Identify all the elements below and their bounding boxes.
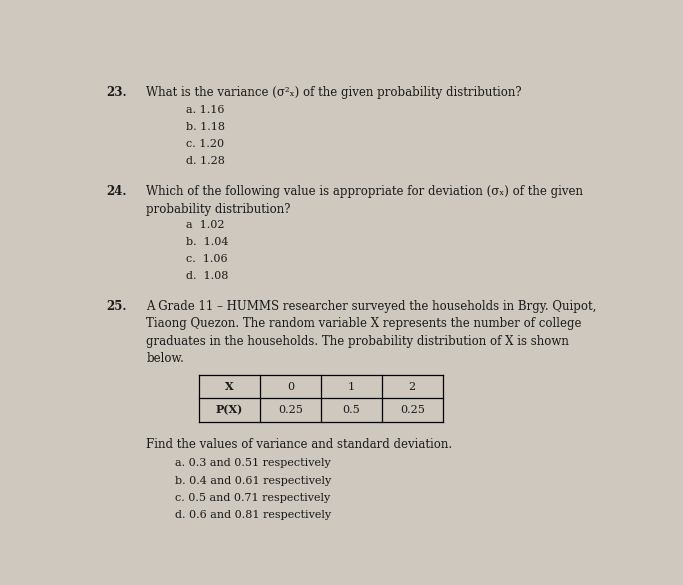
Text: 0.25: 0.25	[400, 405, 425, 415]
Text: d.  1.08: d. 1.08	[186, 271, 228, 281]
Text: d. 0.6 and 0.81 respectively: d. 0.6 and 0.81 respectively	[176, 510, 331, 520]
Text: 23.: 23.	[107, 86, 127, 99]
Text: graduates in the households. The probability distribution of X is shown: graduates in the households. The probabi…	[146, 335, 569, 347]
Text: c. 0.5 and 0.71 respectively: c. 0.5 and 0.71 respectively	[176, 493, 331, 503]
Text: 1: 1	[348, 381, 355, 391]
Text: a. 0.3 and 0.51 respectively: a. 0.3 and 0.51 respectively	[176, 459, 331, 469]
Text: probability distribution?: probability distribution?	[146, 202, 291, 215]
Text: A Grade 11 – HUMMS researcher surveyed the households in Brgy. Quipot,: A Grade 11 – HUMMS researcher surveyed t…	[146, 300, 597, 314]
Text: 0.5: 0.5	[342, 405, 360, 415]
Text: b. 1.18: b. 1.18	[186, 122, 225, 132]
Text: a  1.02: a 1.02	[186, 219, 225, 230]
Text: 25.: 25.	[107, 300, 127, 314]
Text: 0.25: 0.25	[278, 405, 303, 415]
Text: b.  1.04: b. 1.04	[186, 237, 228, 247]
Text: Tiaong Quezon. The random variable X represents the number of college: Tiaong Quezon. The random variable X rep…	[146, 318, 582, 331]
Text: 2: 2	[408, 381, 416, 391]
Text: Which of the following value is appropriate for deviation (σₓ) of the given: Which of the following value is appropri…	[146, 185, 583, 198]
Text: Find the values of variance and standard deviation.: Find the values of variance and standard…	[146, 438, 452, 451]
Text: d. 1.28: d. 1.28	[186, 156, 225, 166]
Text: 0: 0	[287, 381, 294, 391]
Text: X: X	[225, 381, 234, 392]
Text: a. 1.16: a. 1.16	[186, 105, 225, 115]
Text: c. 1.20: c. 1.20	[186, 139, 224, 149]
Text: c.  1.06: c. 1.06	[186, 254, 227, 264]
Text: What is the variance (σ²ₓ) of the given probability distribution?: What is the variance (σ²ₓ) of the given …	[146, 86, 522, 99]
Text: P(X): P(X)	[216, 404, 243, 415]
Text: below.: below.	[146, 352, 184, 364]
Text: 24.: 24.	[107, 185, 127, 198]
Text: b. 0.4 and 0.61 respectively: b. 0.4 and 0.61 respectively	[176, 476, 332, 486]
